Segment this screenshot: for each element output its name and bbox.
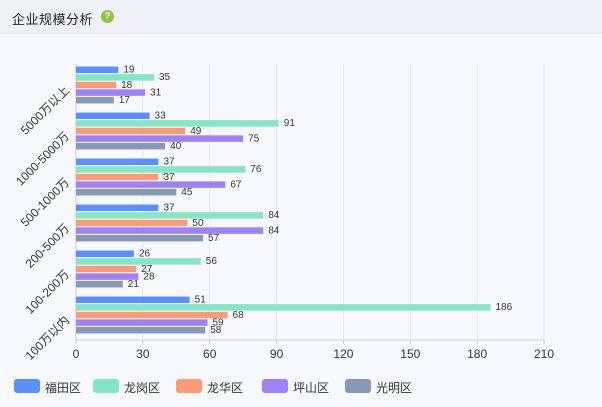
bar	[76, 227, 264, 234]
data-label: 68	[233, 310, 245, 321]
panel-header: 企业规模分析 ?	[0, 0, 602, 34]
bar	[76, 326, 206, 334]
x-tick-label: 150	[400, 347, 420, 361]
x-tick-label: 210	[534, 347, 554, 361]
x-tick-label: 30	[136, 347, 150, 361]
bar-chart: 0 30 60 90 120 150 180 2105000万以上19351831171000…	[13, 64, 554, 363]
data-label: 76	[250, 164, 262, 175]
data-label: 45	[181, 187, 193, 198]
bar	[76, 265, 137, 273]
x-tick-label: 0	[73, 347, 80, 361]
data-label: 57	[208, 233, 220, 244]
bar	[76, 74, 154, 81]
category-label: 5000万以上	[18, 83, 72, 137]
bar	[76, 66, 119, 74]
question-circle-icon[interactable]: ?	[101, 10, 114, 23]
data-label: 51	[195, 295, 207, 306]
bar	[76, 250, 134, 258]
bar	[76, 120, 279, 127]
legend-label: 坪山区	[293, 381, 330, 395]
bar	[76, 112, 150, 120]
legend-swatch	[262, 379, 288, 393]
bar	[76, 96, 114, 104]
panel-title: 企业规模分析	[12, 12, 94, 27]
data-label: 35	[159, 72, 171, 83]
data-label: 27	[141, 264, 153, 275]
bar	[76, 280, 123, 288]
bar	[76, 219, 188, 227]
bar	[76, 311, 228, 319]
bar	[76, 234, 204, 242]
bar	[76, 166, 246, 173]
data-label: 37	[163, 172, 175, 183]
data-label: 59	[212, 317, 224, 328]
bar	[76, 188, 177, 196]
legend-swatch	[14, 379, 40, 393]
legend-swatch	[345, 379, 371, 393]
bar	[76, 89, 146, 96]
legend-label: 福田区	[45, 381, 82, 395]
bar	[76, 319, 208, 326]
x-tick-label: 180	[467, 347, 487, 361]
legend-label: 光明区	[376, 381, 413, 395]
category-label: 100万以内	[23, 313, 73, 363]
legend-swatch	[93, 379, 119, 393]
bar	[76, 142, 166, 150]
bar	[76, 204, 159, 212]
data-label: 50	[192, 218, 204, 229]
legend-label: 龙华区	[207, 381, 244, 395]
bar	[76, 258, 201, 265]
data-label: 84	[268, 210, 280, 221]
data-label: 58	[210, 325, 222, 336]
data-label: 31	[150, 87, 162, 98]
category-label: 100-200万	[23, 267, 73, 317]
bar	[76, 181, 226, 188]
data-label: 33	[155, 111, 167, 122]
bar	[76, 296, 190, 304]
data-label: 56	[206, 256, 218, 267]
bar	[76, 212, 264, 219]
data-label: 26	[139, 249, 151, 260]
legend-label: 龙岗区	[124, 381, 161, 395]
bar	[76, 81, 117, 89]
bar	[76, 173, 159, 181]
data-label: 67	[230, 179, 242, 190]
bar	[76, 135, 244, 142]
legend-swatch	[176, 379, 202, 393]
x-tick-label: 60	[203, 347, 217, 361]
bar	[76, 304, 491, 311]
data-label: 37	[163, 157, 175, 168]
bar	[76, 273, 139, 280]
data-label: 91	[284, 118, 296, 129]
data-label: 40	[170, 141, 182, 152]
data-label: 49	[190, 126, 202, 137]
data-label: 186	[496, 302, 513, 313]
bar	[76, 127, 186, 135]
data-label: 19	[123, 65, 135, 76]
data-label: 17	[119, 95, 131, 106]
data-label: 84	[268, 225, 280, 236]
category-label: 200-500万	[23, 221, 73, 271]
data-label: 37	[163, 203, 175, 214]
data-label: 18	[121, 80, 133, 91]
x-tick-label: 90	[270, 347, 284, 361]
bar	[76, 158, 159, 166]
x-tick-label: 120	[333, 347, 353, 361]
data-label: 21	[128, 279, 140, 290]
data-label: 28	[143, 271, 155, 282]
data-label: 75	[248, 133, 260, 144]
